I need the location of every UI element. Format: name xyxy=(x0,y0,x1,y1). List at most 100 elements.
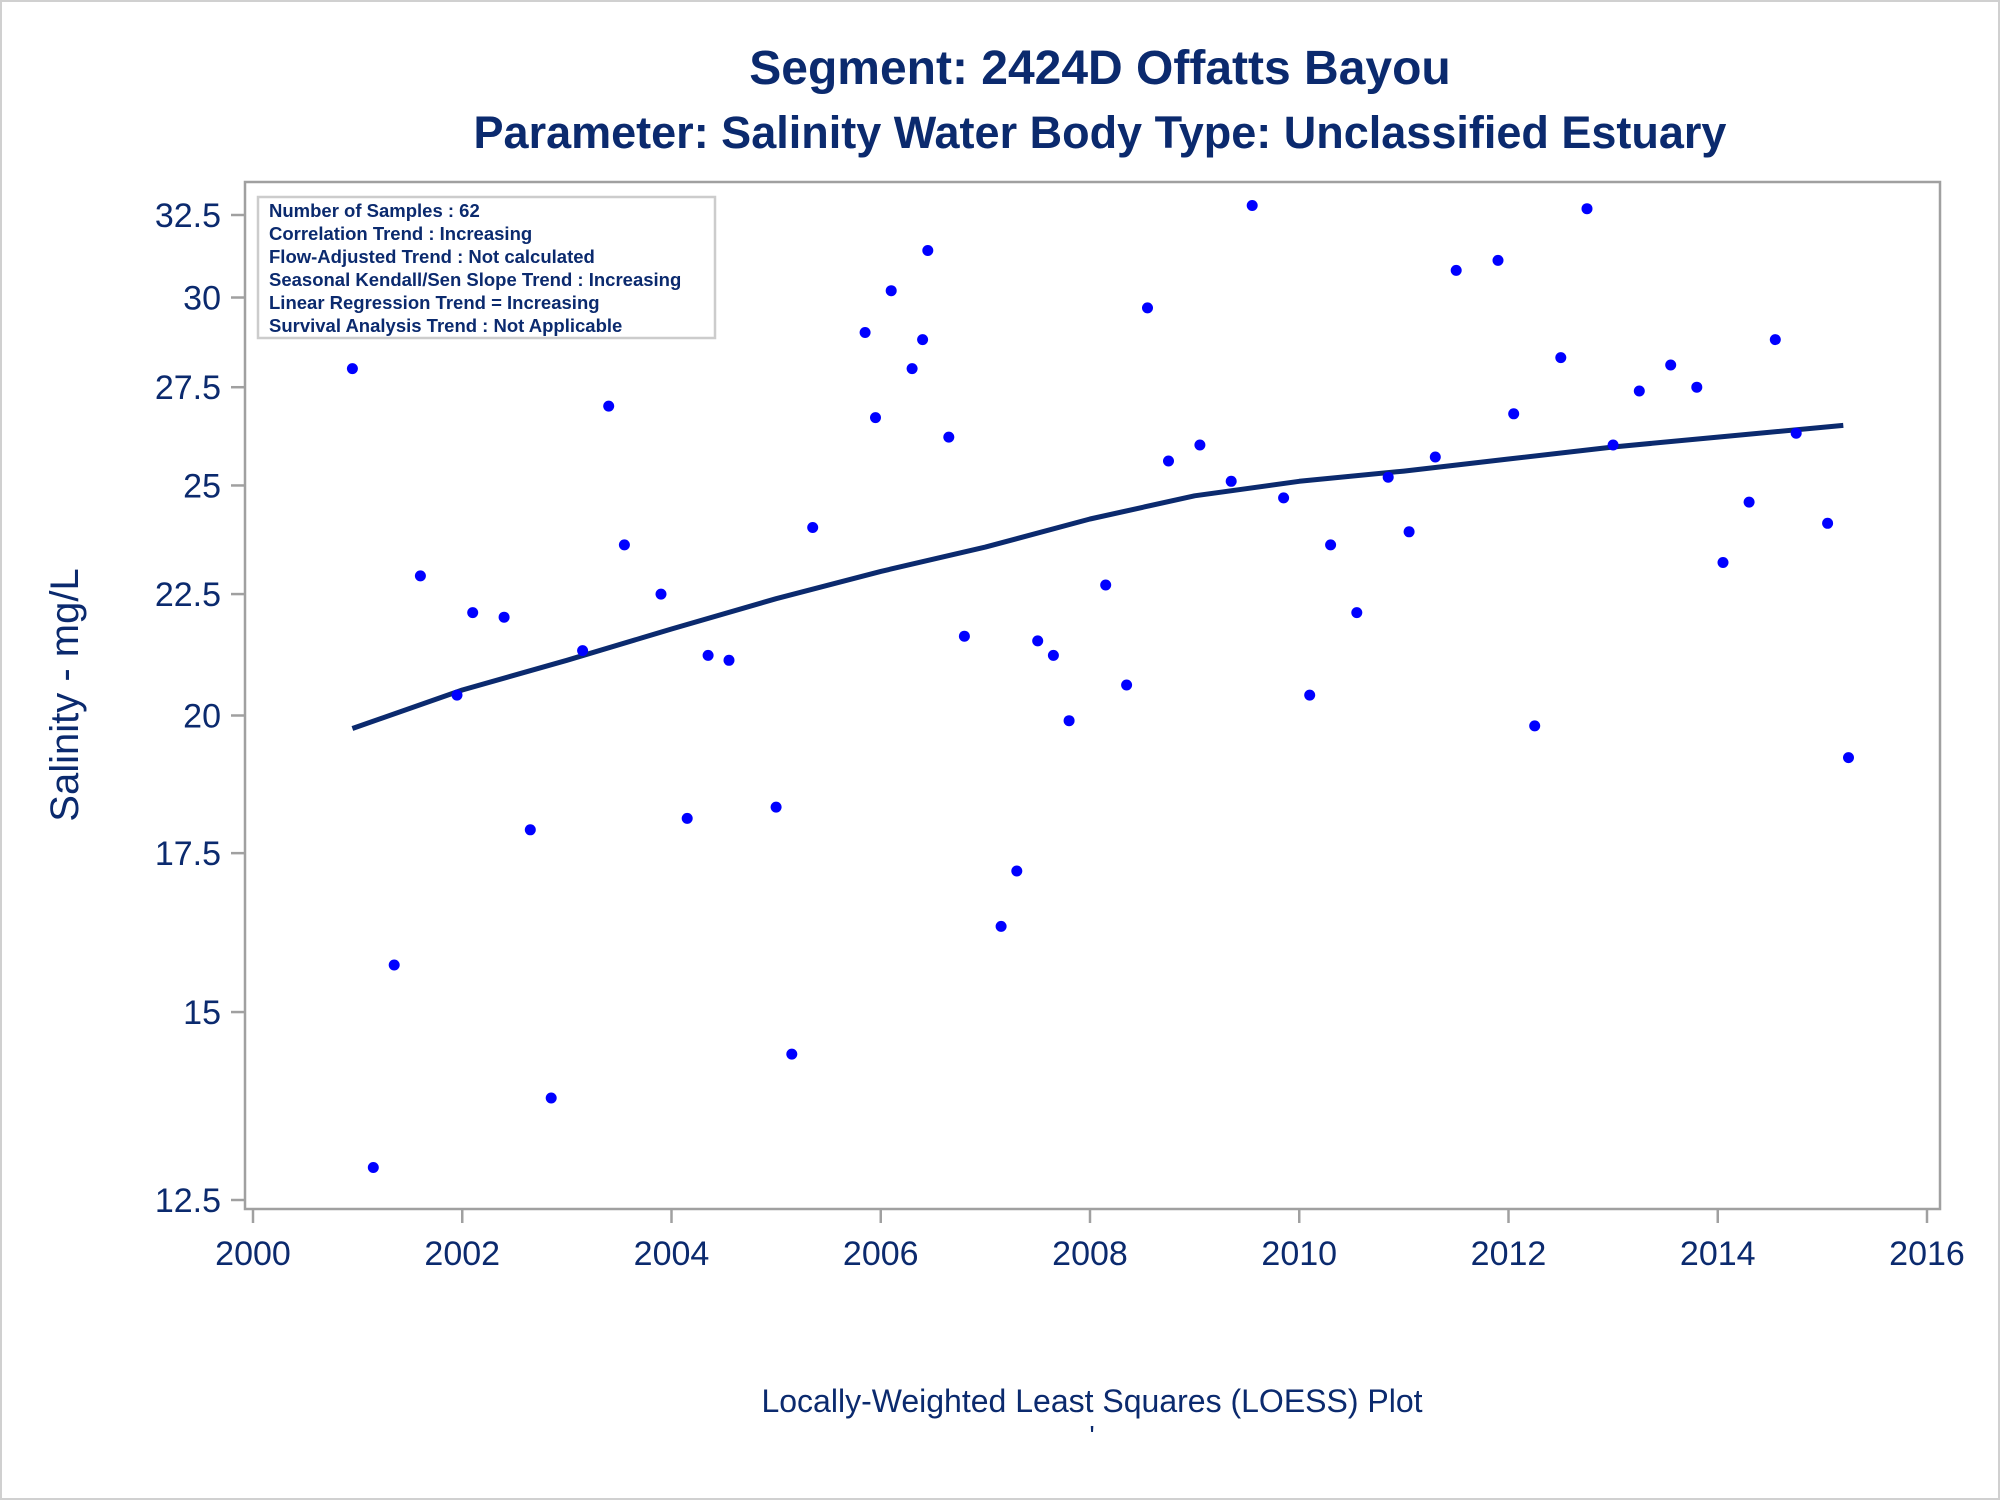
data-point xyxy=(1304,689,1316,701)
chart-title: Segment: 2424D Offatts Bayou xyxy=(749,42,1451,95)
y-tick-label: 20 xyxy=(183,697,221,735)
info-line-seasonal-kendall: Seasonal Kendall/Sen Slope Trend : Incre… xyxy=(269,269,681,290)
data-point xyxy=(414,570,426,582)
info-line-correlation: Correlation Trend : Increasing xyxy=(269,223,532,244)
plot-area xyxy=(243,180,1942,1211)
data-point xyxy=(1743,496,1755,508)
data-point xyxy=(1633,385,1645,397)
y-tick-label: 17.5 xyxy=(155,835,221,873)
x-tick-label: 2002 xyxy=(424,1235,500,1273)
x-tick-label: 2000 xyxy=(215,1235,291,1273)
data-point xyxy=(1403,526,1415,538)
data-point xyxy=(1142,302,1153,314)
x-tick-label: 2012 xyxy=(1471,1235,1547,1273)
y-tick-label: 22.5 xyxy=(155,576,221,614)
data-point xyxy=(702,649,714,661)
y-axis: 12.5 15 17.5 20 22.5 25 27.5 30 32.5 xyxy=(155,197,245,1220)
loess-line xyxy=(351,422,1844,731)
data-point xyxy=(451,689,463,701)
data-point xyxy=(1194,439,1206,451)
data-point xyxy=(859,327,871,338)
data-point xyxy=(655,588,667,600)
data-point xyxy=(1581,203,1593,215)
data-point xyxy=(885,285,897,297)
data-point xyxy=(786,1048,798,1060)
data-point xyxy=(1450,264,1462,276)
data-point xyxy=(723,654,735,666)
points-layer xyxy=(346,200,1854,1173)
data-point xyxy=(917,334,929,346)
data-point xyxy=(1047,649,1059,661)
data-point xyxy=(618,539,630,551)
info-line-linear-regression: Linear Regression Trend = Increasing xyxy=(269,292,600,313)
info-box-border xyxy=(256,195,717,340)
data-point xyxy=(958,630,970,642)
data-point xyxy=(995,920,1007,932)
data-point xyxy=(1665,359,1677,371)
data-point xyxy=(577,645,589,657)
data-point xyxy=(906,363,918,375)
x-tick-label: 2006 xyxy=(843,1235,919,1273)
data-point xyxy=(1100,579,1112,591)
chart-subtitle: Parameter: Salinity Water Body Type: Unc… xyxy=(474,107,1727,158)
data-point xyxy=(346,363,358,375)
data-point xyxy=(1063,715,1075,727)
x-axis: 2000 2002 2004 2006 2008 2010 2012 2014 2016 xyxy=(215,1209,1965,1273)
data-point xyxy=(1325,539,1337,551)
data-point xyxy=(1717,557,1729,568)
data-point xyxy=(1032,635,1044,647)
data-point xyxy=(467,607,479,619)
data-point xyxy=(870,412,881,424)
info-line-survival-analysis: Survival Analysis Trend : Not Applicable xyxy=(269,315,622,336)
data-point xyxy=(1121,679,1133,691)
data-point xyxy=(807,522,819,533)
y-tick-label: 12.5 xyxy=(155,1182,221,1220)
data-point xyxy=(1278,492,1290,504)
info-line-samples: Number of Samples : 62 xyxy=(269,200,480,221)
data-point xyxy=(1246,200,1258,211)
x-axis-label: Locally-Weighted Least Squares (LOESS) P… xyxy=(761,1383,1422,1419)
data-point xyxy=(1529,720,1541,732)
data-point xyxy=(681,812,693,824)
data-point xyxy=(1351,607,1363,619)
info-box: Number of Samples : 62 Correlation Trend… xyxy=(256,195,717,340)
data-point xyxy=(770,801,782,813)
data-point xyxy=(1382,471,1394,483)
loess-layer xyxy=(351,422,1844,731)
data-point xyxy=(1691,381,1703,393)
data-point xyxy=(1429,451,1441,463)
footnote: ' xyxy=(1089,1420,1094,1451)
y-axis-label: Salinity - mg/L xyxy=(43,568,87,821)
data-point xyxy=(1508,408,1520,420)
y-tick-label: 30 xyxy=(183,280,221,318)
data-point xyxy=(1769,334,1781,346)
x-tick-label: 2008 xyxy=(1052,1235,1128,1273)
data-point xyxy=(388,959,400,971)
data-point xyxy=(1555,352,1567,364)
info-line-flow-adjusted: Flow-Adjusted Trend : Not calculated xyxy=(269,246,595,267)
data-point xyxy=(922,245,934,256)
x-tick-label: 2004 xyxy=(634,1235,710,1273)
data-point xyxy=(1790,427,1802,439)
y-tick-label: 15 xyxy=(183,994,221,1032)
x-tick-label: 2014 xyxy=(1680,1235,1756,1273)
data-point xyxy=(1011,865,1023,877)
data-point xyxy=(545,1092,557,1104)
data-point xyxy=(1607,439,1619,451)
data-point xyxy=(367,1162,379,1173)
x-tick-label: 2010 xyxy=(1261,1235,1337,1273)
data-point xyxy=(1822,517,1834,529)
y-tick-label: 27.5 xyxy=(155,369,221,407)
data-point xyxy=(943,431,955,443)
data-point xyxy=(1492,254,1504,266)
y-tick-label: 25 xyxy=(183,467,221,505)
data-point xyxy=(498,611,510,623)
data-point xyxy=(1843,752,1854,764)
data-point xyxy=(603,400,615,412)
data-point xyxy=(524,824,536,836)
data-point xyxy=(1225,475,1237,487)
y-tick-label: 32.5 xyxy=(155,197,221,235)
data-point xyxy=(1163,455,1174,467)
